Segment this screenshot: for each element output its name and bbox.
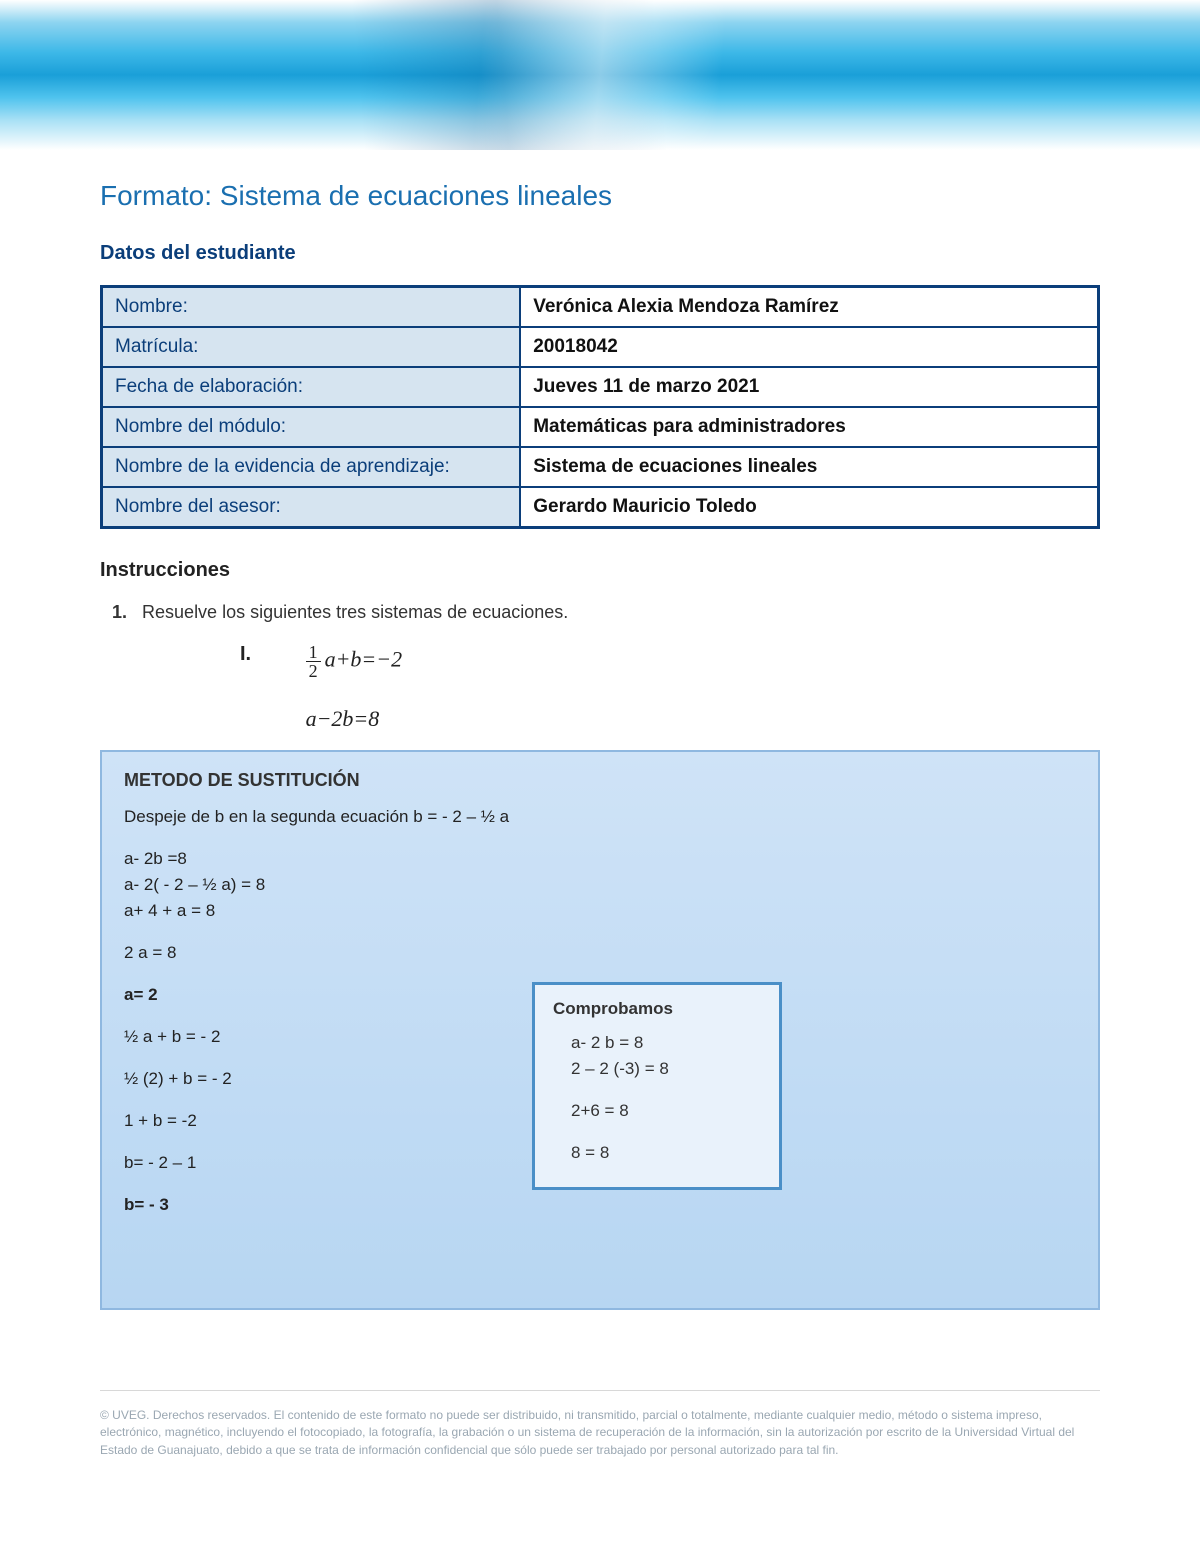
verify-line: 2+6 = 8 bbox=[571, 1101, 761, 1121]
eq2: a−2b=8 bbox=[306, 706, 380, 731]
solution-line: a- 2( - 2 – ½ a) = 8 bbox=[124, 875, 1076, 895]
table-value: Verónica Alexia Mendoza Ramírez bbox=[520, 287, 1098, 328]
table-label: Nombre: bbox=[102, 287, 521, 328]
table-label: Nombre de la evidencia de aprendizaje: bbox=[102, 447, 521, 487]
table-row: Nombre:Verónica Alexia Mendoza Ramírez bbox=[102, 287, 1099, 328]
table-label: Matrícula: bbox=[102, 327, 521, 367]
table-row: Nombre de la evidencia de aprendizaje:Si… bbox=[102, 447, 1099, 487]
verify-title: Comprobamos bbox=[553, 999, 761, 1019]
instruction-text: Resuelve los siguientes tres sistemas de… bbox=[142, 602, 568, 622]
table-value: Jueves 11 de marzo 2021 bbox=[520, 367, 1098, 407]
solution-box: METODO DE SUSTITUCIÓN Despeje de b en la… bbox=[100, 750, 1100, 1310]
table-value: Sistema de ecuaciones lineales bbox=[520, 447, 1098, 487]
table-row: Nombre del asesor:Gerardo Mauricio Toled… bbox=[102, 487, 1099, 528]
table-label: Fecha de elaboración: bbox=[102, 367, 521, 407]
student-table: Nombre:Verónica Alexia Mendoza RamírezMa… bbox=[100, 285, 1100, 529]
instruction-item: 1. Resuelve los siguientes tres sistemas… bbox=[112, 602, 1100, 623]
table-label: Nombre del asesor: bbox=[102, 487, 521, 528]
solution-line: a+ 4 + a = 8 bbox=[124, 901, 1076, 921]
fraction: 1 2 bbox=[306, 643, 321, 680]
table-value: Matemáticas para administradores bbox=[520, 407, 1098, 447]
fraction-numerator: 1 bbox=[306, 643, 321, 662]
roman-numeral: I. bbox=[240, 643, 300, 666]
student-section-title: Datos del estudiante bbox=[100, 242, 1100, 265]
solution-line: a- 2b =8 bbox=[124, 849, 1076, 869]
instruction-number: 1. bbox=[112, 602, 127, 622]
table-value: 20018042 bbox=[520, 327, 1098, 367]
equation-lines: 1 2 a+b=−2 a−2b=8 bbox=[306, 643, 403, 732]
equation-block: I. 1 2 a+b=−2 a−2b=8 bbox=[240, 643, 1100, 732]
table-label: Nombre del módulo: bbox=[102, 407, 521, 447]
page-content: Formato: Sistema de ecuaciones lineales … bbox=[0, 180, 1200, 1350]
solution-line: b= - 3 bbox=[124, 1195, 1076, 1215]
solution-line: Despeje de b en la segunda ecuación b = … bbox=[124, 807, 1076, 827]
footer-text: © UVEG. Derechos reservados. El contenid… bbox=[100, 1390, 1100, 1499]
instructions-title: Instrucciones bbox=[100, 559, 1100, 582]
verify-box: Comprobamos a- 2 b = 8 2 – 2 (-3) = 8 2+6 … bbox=[532, 982, 782, 1190]
solution-title: METODO DE SUSTITUCIÓN bbox=[124, 770, 1076, 791]
table-row: Fecha de elaboración:Jueves 11 de marzo … bbox=[102, 367, 1099, 407]
eq1-rest: a+b=−2 bbox=[325, 647, 403, 672]
header-banner bbox=[0, 0, 1200, 150]
fraction-denominator: 2 bbox=[306, 662, 321, 680]
solution-line: 2 a = 8 bbox=[124, 943, 1076, 963]
table-row: Nombre del módulo:Matemáticas para admin… bbox=[102, 407, 1099, 447]
verify-line: 2 – 2 (-3) = 8 bbox=[571, 1059, 761, 1079]
verify-line: a- 2 b = 8 bbox=[571, 1033, 761, 1053]
format-title: Formato: Sistema de ecuaciones lineales bbox=[100, 180, 1100, 212]
table-value: Gerardo Mauricio Toledo bbox=[520, 487, 1098, 528]
verify-line: 8 = 8 bbox=[571, 1143, 761, 1163]
table-row: Matrícula:20018042 bbox=[102, 327, 1099, 367]
